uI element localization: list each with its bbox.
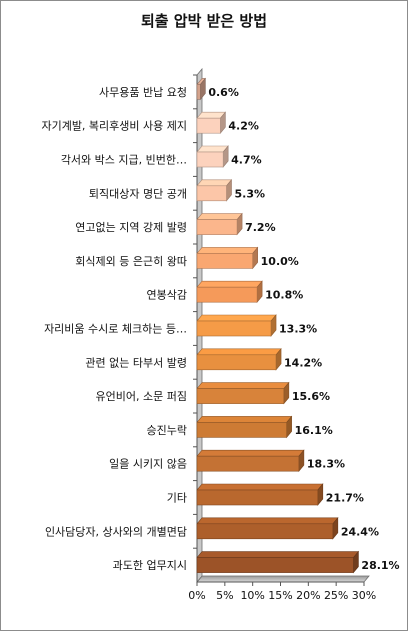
value-label: 14.2% <box>284 356 322 369</box>
bar-15 <box>196 550 360 574</box>
value-label: 10.0% <box>261 255 299 268</box>
value-label: 7.2% <box>245 221 276 234</box>
category-label: 승진누락 <box>147 424 187 437</box>
bar-top-face <box>196 382 290 389</box>
category-label: 관련 없는 타부서 발령 <box>85 356 187 369</box>
bar-8 <box>196 314 277 337</box>
bar-10 <box>196 381 290 405</box>
category-label: 기타 <box>167 492 187 505</box>
category-label: 퇴직대상자 명단 공개 <box>89 187 187 200</box>
bar-front-face <box>196 489 319 506</box>
category-label: 연고없는 지역 강제 발령 <box>75 221 187 234</box>
x-tick-label: 10% <box>240 589 264 602</box>
bar-top-face <box>196 213 243 220</box>
value-label: 28.1% <box>361 559 399 572</box>
x-tick-label: 0% <box>188 589 205 602</box>
bar-6 <box>196 246 259 270</box>
bar-top-face <box>196 247 259 254</box>
bar-front-face <box>196 84 201 100</box>
bar-11 <box>196 415 293 439</box>
bar-front-face <box>196 320 272 337</box>
value-label: 10.8% <box>265 289 303 302</box>
bar-9 <box>196 347 282 371</box>
value-label: 15.6% <box>292 390 330 403</box>
bar-top-face <box>196 449 305 457</box>
category-label: 각서와 박스 지급, 빈번한… <box>61 154 187 167</box>
bar-7 <box>196 280 263 304</box>
x-tick-label: 20% <box>296 589 320 602</box>
category-label: 과도한 업무지시 <box>113 559 187 572</box>
x-tick-label: 30% <box>352 589 376 602</box>
bar-front-face <box>196 185 227 202</box>
bar-front-face <box>196 455 300 472</box>
chart-floor <box>196 575 370 583</box>
bar-top-face <box>196 551 360 558</box>
value-label: 4.2% <box>228 120 259 133</box>
category-label: 회식제외 등 은근히 왕따 <box>75 254 187 268</box>
bar-top-face <box>196 280 263 288</box>
bar-front-face <box>196 388 285 404</box>
value-label: 18.3% <box>307 458 345 471</box>
bar-front-face <box>196 422 287 438</box>
value-label: 21.7% <box>326 492 364 505</box>
bar-4 <box>196 178 233 202</box>
value-label: 13.3% <box>279 323 317 336</box>
bar-13 <box>196 483 324 506</box>
bar-top-face <box>196 483 324 491</box>
bar-front-face <box>196 286 258 303</box>
bar-front-face <box>196 557 354 573</box>
bar-1 <box>196 77 206 101</box>
x-tick-label: 5% <box>216 589 233 602</box>
bar-front-face <box>196 219 238 235</box>
bar-front-face <box>196 523 334 540</box>
value-label: 5.3% <box>235 187 266 200</box>
bar-top-face <box>196 348 282 356</box>
bar-top-face <box>196 179 233 187</box>
bar-top-face <box>196 517 339 525</box>
value-label: 4.7% <box>231 154 262 167</box>
value-label: 24.4% <box>341 525 379 538</box>
bar-5 <box>196 212 243 236</box>
category-label: 연봉삭감 <box>147 289 187 302</box>
x-tick-label: 25% <box>324 589 348 602</box>
category-label: 사무용품 반납 요청 <box>99 86 187 99</box>
chart-bars <box>196 77 360 574</box>
category-label: 자리비움 수시로 체크하는 등… <box>44 322 187 336</box>
bar-front-face <box>196 253 253 269</box>
bar-14 <box>196 516 339 540</box>
bar-12 <box>196 449 305 473</box>
bar-top-face <box>196 416 293 423</box>
bar-front-face <box>196 151 224 168</box>
bar-3 <box>196 145 229 168</box>
value-label: 0.6% <box>208 86 239 99</box>
chart-labels: 0% 5% 10% 15% 20% 25% 30% 사무용품 반납 요청 0.6% 자기계발, 복… <box>41 86 399 602</box>
bar-front-face <box>196 354 277 371</box>
bar-top-face <box>196 145 229 153</box>
chart-title: 퇴출 압박 받은 방법 <box>140 12 268 30</box>
bar-front-face <box>196 117 221 134</box>
x-tick-label: 15% <box>268 589 292 602</box>
bar-2 <box>196 111 227 135</box>
category-label: 자기계발, 복리후생비 사용 제지 <box>41 120 187 133</box>
value-label: 16.1% <box>295 424 333 437</box>
category-label: 유언비어, 소문 퍼짐 <box>96 390 187 403</box>
category-label: 인사담당자, 상사와의 개별면담 <box>45 525 187 538</box>
category-label: 일을 시키지 않음 <box>109 457 187 471</box>
bar-top-face <box>196 314 277 322</box>
